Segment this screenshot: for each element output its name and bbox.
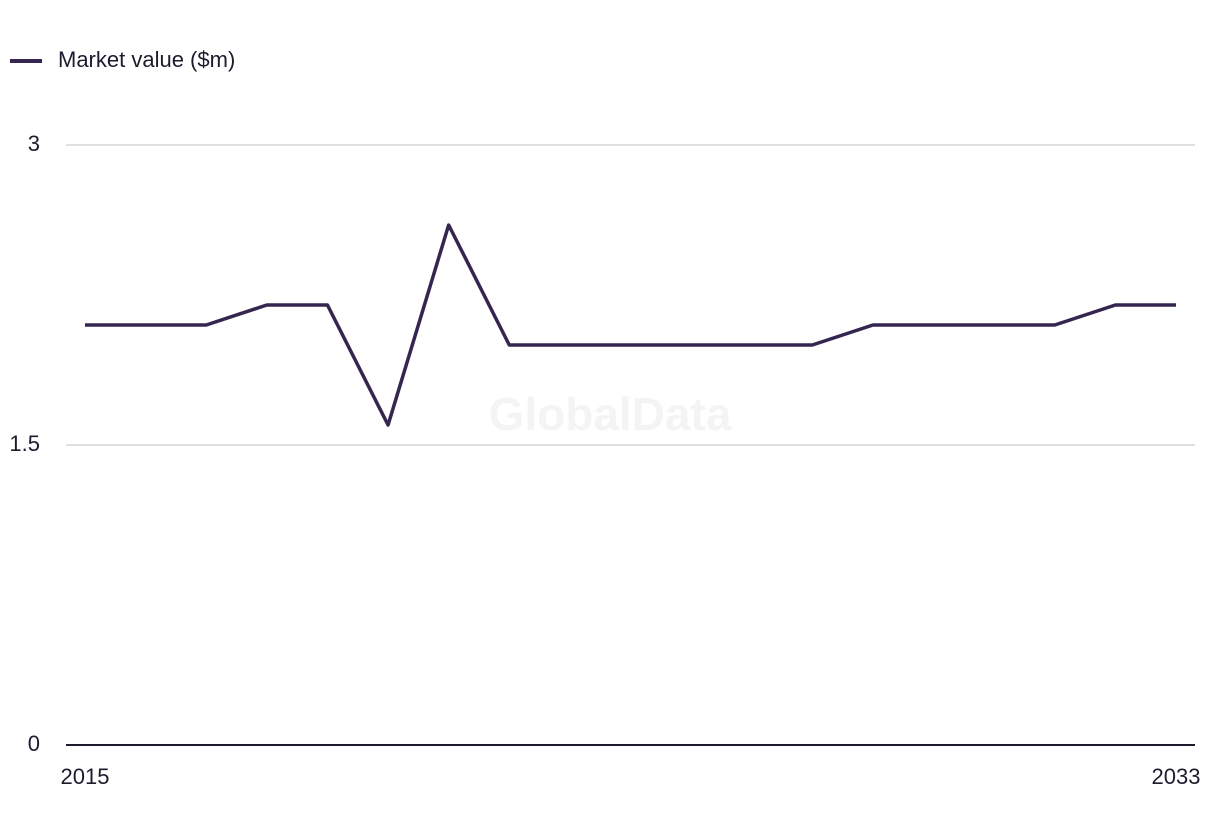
- watermark: GlobalData: [489, 388, 732, 440]
- x-tick-label: 2033: [1152, 764, 1201, 789]
- y-tick-label: 1.5: [9, 431, 40, 456]
- line: [85, 223, 1176, 427]
- y-tick-label: 0: [28, 731, 40, 756]
- legend-label: Market value ($m): [58, 47, 235, 72]
- y-tick-label: 3: [28, 131, 40, 156]
- x-tick-label: 2015: [61, 764, 110, 789]
